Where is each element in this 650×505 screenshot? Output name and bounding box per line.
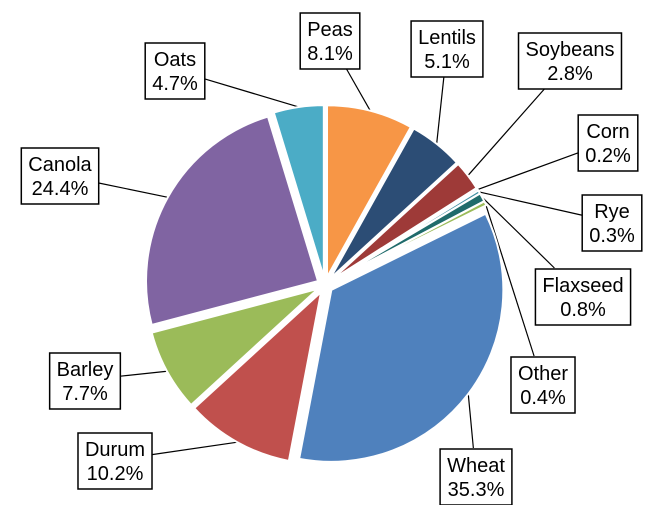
value-label: 5.1% — [424, 51, 470, 73]
leader-line — [477, 152, 579, 191]
label-box — [410, 20, 484, 78]
category-label: Rye — [594, 201, 630, 223]
category-label: Wheat — [447, 455, 505, 477]
value-label: 0.4% — [520, 387, 566, 409]
pie-slice — [297, 212, 505, 463]
category-label: Other — [518, 363, 568, 385]
category-label: Corn — [586, 121, 629, 143]
value-label: 24.4% — [32, 178, 89, 200]
label-box — [48, 352, 122, 410]
value-label: 0.8% — [560, 299, 606, 321]
value-label: 0.2% — [585, 145, 631, 167]
label-box — [20, 147, 100, 205]
category-label: Peas — [307, 19, 353, 41]
leader-line — [478, 191, 583, 216]
category-label: Barley — [57, 359, 114, 381]
label-box — [581, 194, 643, 252]
category-label: Lentils — [418, 27, 476, 49]
value-label: 2.8% — [547, 63, 593, 85]
pie-slice — [329, 127, 459, 280]
pie-slice — [331, 200, 488, 283]
leader-line — [151, 441, 238, 456]
value-label: 8.1% — [307, 43, 353, 65]
value-label: 35.3% — [448, 479, 505, 501]
leader-line — [345, 67, 371, 112]
value-label: 7.7% — [62, 383, 108, 405]
leader-line — [467, 393, 474, 449]
pie-slice — [150, 287, 319, 407]
label-box — [577, 114, 639, 172]
pie-slice — [326, 104, 413, 282]
label-box — [534, 268, 632, 326]
label-box — [439, 448, 513, 505]
label-box — [77, 432, 153, 490]
leader-line — [120, 370, 168, 377]
category-label: Flaxseed — [542, 275, 623, 297]
category-label: Durum — [85, 439, 145, 461]
label-box — [299, 12, 361, 70]
value-label: 4.7% — [152, 73, 198, 95]
leader-line — [204, 78, 299, 108]
pie-slice — [272, 104, 325, 278]
leader-line — [436, 75, 445, 144]
leader-line — [98, 182, 168, 198]
pie-slice — [145, 115, 320, 327]
label-box — [144, 42, 206, 100]
leader-line — [481, 196, 555, 269]
category-label: Oats — [154, 49, 196, 71]
value-label: 10.2% — [87, 463, 144, 485]
value-label: 0.3% — [589, 225, 635, 247]
leader-lines — [98, 67, 583, 456]
category-label: Canola — [28, 154, 92, 176]
category-label: Soybeans — [526, 39, 615, 61]
leader-line — [467, 87, 546, 176]
pie-slice — [192, 289, 323, 463]
label-box — [517, 32, 623, 90]
leader-line — [484, 203, 535, 357]
label-box — [510, 356, 576, 414]
